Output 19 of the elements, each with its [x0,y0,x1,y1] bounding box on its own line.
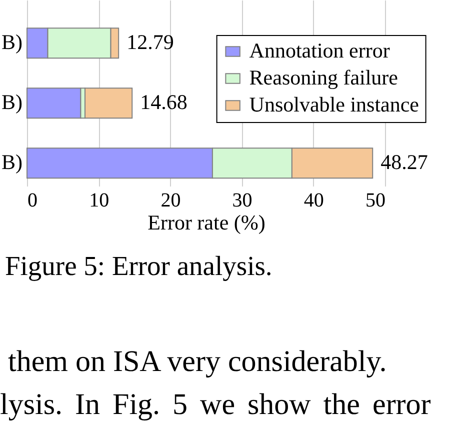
total-label: 48.27 [380,150,428,174]
y-tick-label: B) [2,90,23,114]
x-tick-label: 30 [232,190,252,212]
x-tick-label: 0 [28,190,38,212]
legend-label: Annotation error [249,38,390,62]
text: lysis. In Fig. 5 we show the error [0,388,431,422]
x-tick-label: 40 [304,190,324,212]
x-tick-label: 10 [89,190,110,212]
legend-label: Unsolvable instance [249,92,419,116]
caption: Figure 5: Error analysis. [5,250,272,282]
x-tick-label: 20 [160,190,181,212]
y-tick-label: B) [2,150,23,174]
total-label: 12.79 [126,30,174,54]
text: them on ISA very considerably. [8,345,387,380]
x-axis-title: Error rate (%) [148,210,266,234]
x-tick-label: 50 [366,190,386,212]
legend-label: Reasoning failure [249,66,398,90]
total-label: 14.68 [140,90,188,114]
y-tick-label: B) [2,30,23,54]
